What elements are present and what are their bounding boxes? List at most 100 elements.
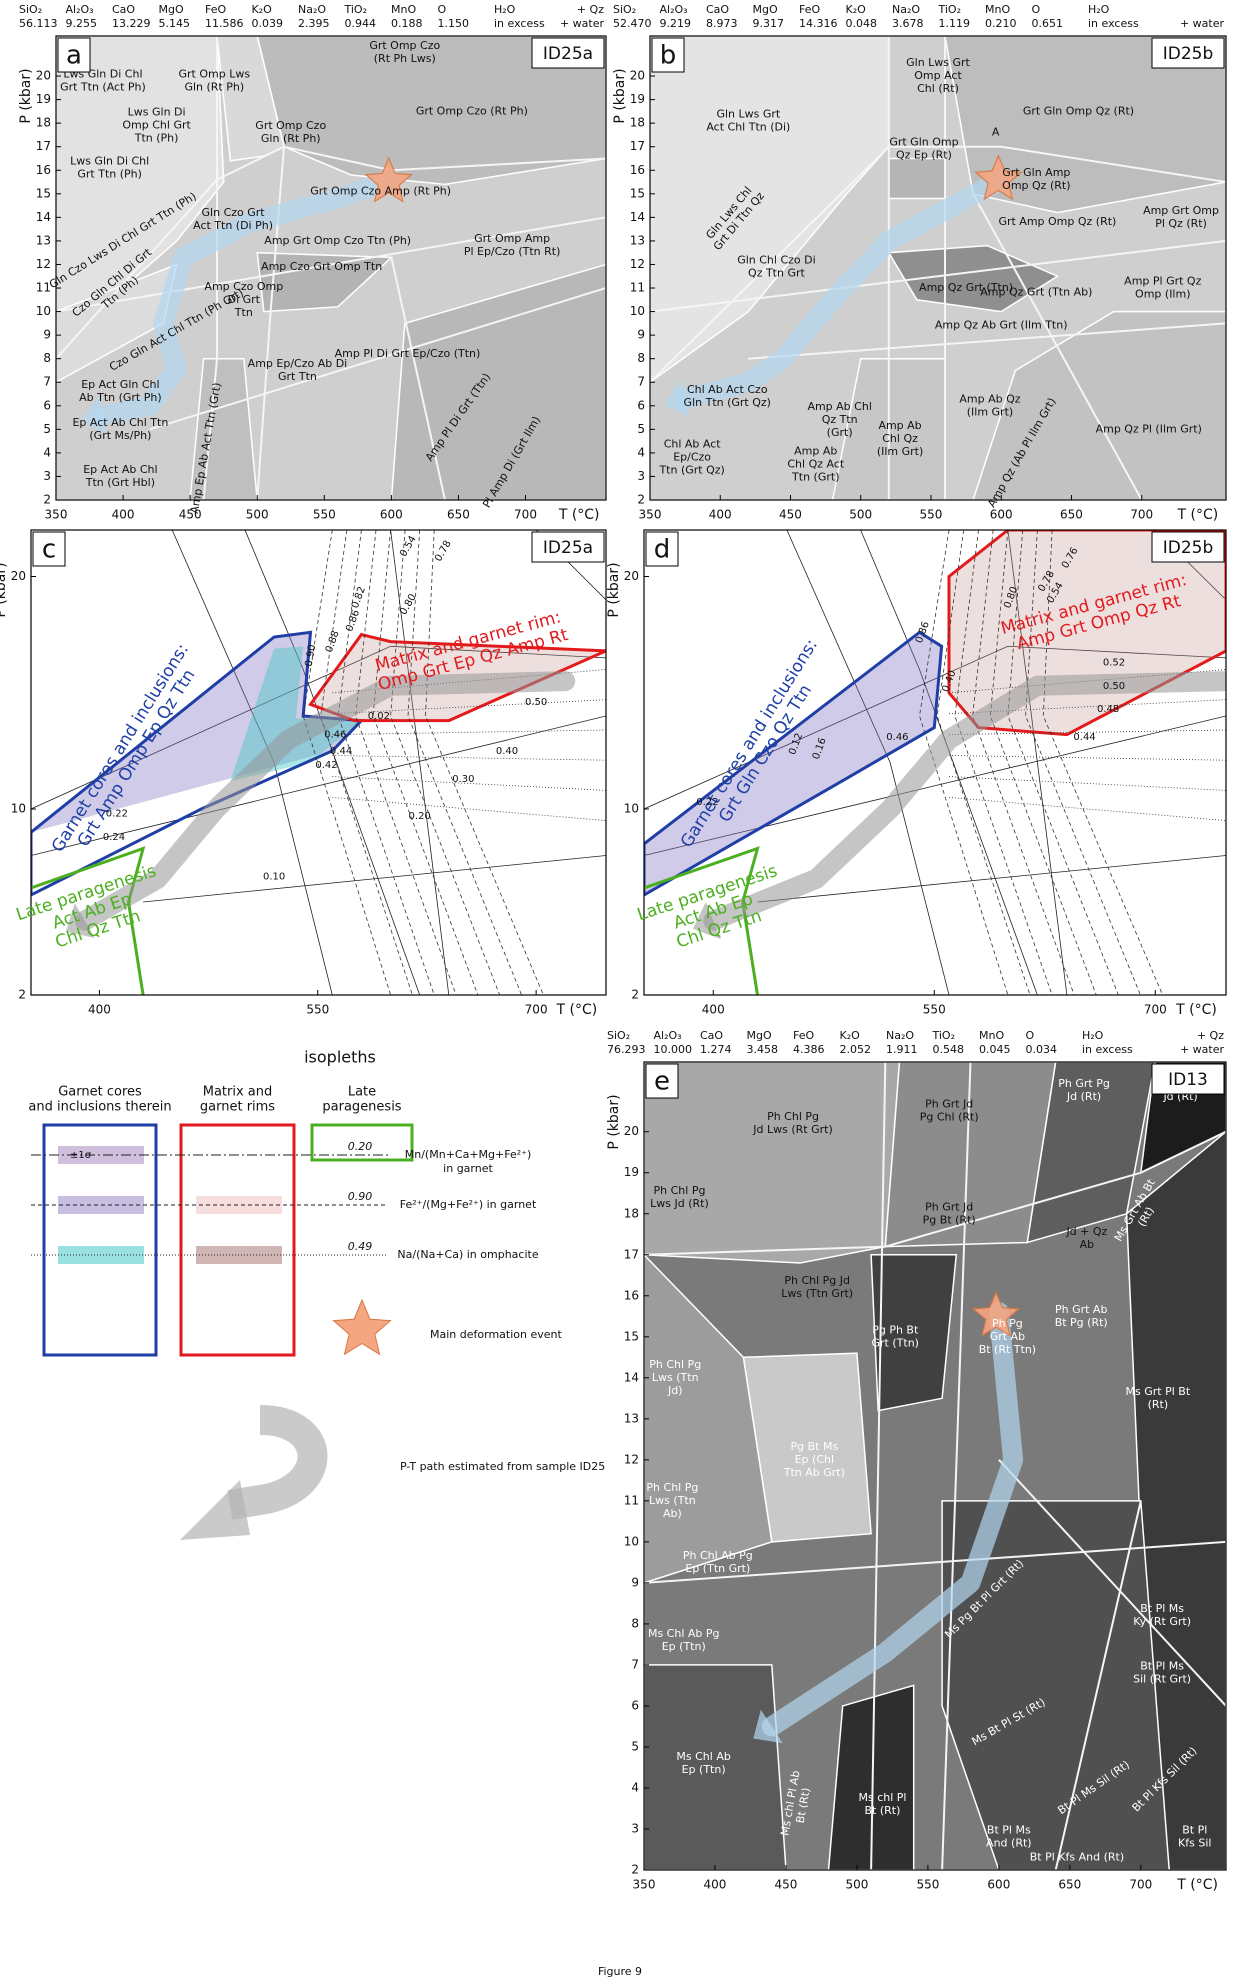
oxide-value: 10.000 <box>654 1043 693 1056</box>
y-tick-label: 11 <box>630 281 645 295</box>
sample-label: ID25a <box>543 538 593 558</box>
y-tick-label: 6 <box>631 1698 639 1712</box>
phase-boundary <box>390 530 450 995</box>
x-tick-label: 700 <box>514 508 537 522</box>
pt-path <box>703 671 1226 931</box>
field-label: 0.48 <box>1097 704 1119 715</box>
sample-box <box>1151 1063 1225 1095</box>
extra-phase: + Qz <box>577 3 604 16</box>
pt-path-head <box>65 903 95 938</box>
x-tick-label: 550 <box>306 1003 329 1017</box>
field-label-line: 0.44 <box>330 746 352 757</box>
field-label-line: 0.48 <box>1097 704 1119 715</box>
field-label-line: Omp (Ilm) <box>1135 288 1190 301</box>
oxide-value: 9.317 <box>753 17 785 30</box>
field-label-line: Ep (Ttn) <box>662 1640 706 1653</box>
phase-boundary <box>644 1130 1226 1256</box>
phase-boundary <box>1054 1500 1142 1870</box>
sample-label: ID25b <box>1163 538 1214 558</box>
panel-letter: b <box>660 41 677 71</box>
y-tick-label: 8 <box>43 351 51 365</box>
x-tick-label: 500 <box>849 508 872 522</box>
field-label: 0.22 <box>106 809 128 820</box>
oxide-value: 9.255 <box>66 17 98 30</box>
field-label: 0.50 <box>525 697 547 708</box>
field-label-line: Jd + Qz <box>1065 1225 1107 1238</box>
sample-box <box>531 531 605 563</box>
assemblage-outline <box>644 630 944 897</box>
oxide: TiO₂ <box>938 3 962 16</box>
y-tick-label: 18 <box>630 116 645 130</box>
y-tick-label: 18 <box>36 116 51 130</box>
field-label-line: Amp Ep/Czo Ab Di <box>248 357 348 370</box>
phase-field <box>972 310 1226 500</box>
field-label: Grt Omp Czo (Rt Ph) <box>416 104 528 117</box>
field-label-line: Chl Ab Act Czo <box>687 383 768 396</box>
oxide-value: 0.045 <box>979 1043 1011 1056</box>
y-axis-label: P (kbar) <box>612 68 628 123</box>
field-label-line: 0.88 <box>324 629 342 654</box>
oxide: O <box>1032 3 1041 16</box>
legend-column-head: paragenesis <box>322 1100 401 1115</box>
y-tick-label: 19 <box>630 92 645 106</box>
field-label: Grt Omp Czo(Rt Ph Lws) <box>369 39 440 65</box>
x-tick-label: 400 <box>112 508 135 522</box>
field-label-line: Gln Lws Grt <box>906 56 970 69</box>
y-tick-label: 9 <box>631 1575 639 1589</box>
legend-value: 0.20 <box>348 1140 373 1153</box>
oxide: CaO <box>112 3 135 16</box>
y-tick-label: 19 <box>624 1165 639 1179</box>
field-label-line: Ttn <box>234 306 253 319</box>
y-tick-label: 5 <box>637 422 645 436</box>
x-tick-label: 400 <box>88 1003 111 1017</box>
isopleth <box>332 797 606 821</box>
y-tick-label: 13 <box>36 233 51 247</box>
y-tick-label: 14 <box>630 210 645 224</box>
field-label-line: Chl (Rt) <box>917 82 959 95</box>
field-label-line: 0.20 <box>409 811 431 822</box>
oxide: Na₂O <box>892 3 920 16</box>
oxide: MgO <box>159 3 184 16</box>
field-label: 0.40 <box>496 746 518 757</box>
field-label-line: 0.86 <box>344 609 362 634</box>
oxide: Na₂O <box>886 1029 914 1042</box>
field-label-line: (Rt Ph Lws) <box>374 52 436 65</box>
oxide-value: 8.973 <box>706 17 738 30</box>
phase-field <box>390 263 606 500</box>
oxide-value: 13.229 <box>112 17 151 30</box>
field-label: Amp Qz Ab Grt (Ilm Ttn) <box>935 319 1068 332</box>
deformation-star <box>974 154 1023 201</box>
isopleth <box>1025 530 1141 995</box>
sample-box <box>1151 531 1225 563</box>
phase-boundary <box>202 36 218 500</box>
y-tick-label: 11 <box>36 281 51 295</box>
field-label-line: Ms chl Pl <box>858 1791 906 1804</box>
y-tick-label: 16 <box>630 163 645 177</box>
x-tick-label: 550 <box>923 1003 946 1017</box>
field-label: Amp Czo Grt Omp Ttn <box>261 260 382 273</box>
legend-column-head: garnet rims <box>200 1100 275 1115</box>
phase-boundary <box>644 715 1226 856</box>
oxide: Al₂O₃ <box>660 3 688 16</box>
y-tick-label: 15 <box>630 186 645 200</box>
y-tick-label: 3 <box>43 469 51 483</box>
legend-label: Fe²⁺/(Mg+Fe²⁺) in garnet <box>400 1198 537 1211</box>
legend-label: Mn/(Mn+Ca+Mg+Fe²⁺) <box>405 1148 531 1161</box>
oxide-value: 9.219 <box>660 17 692 30</box>
field-label-line: Bt (Rt) <box>794 1787 813 1825</box>
